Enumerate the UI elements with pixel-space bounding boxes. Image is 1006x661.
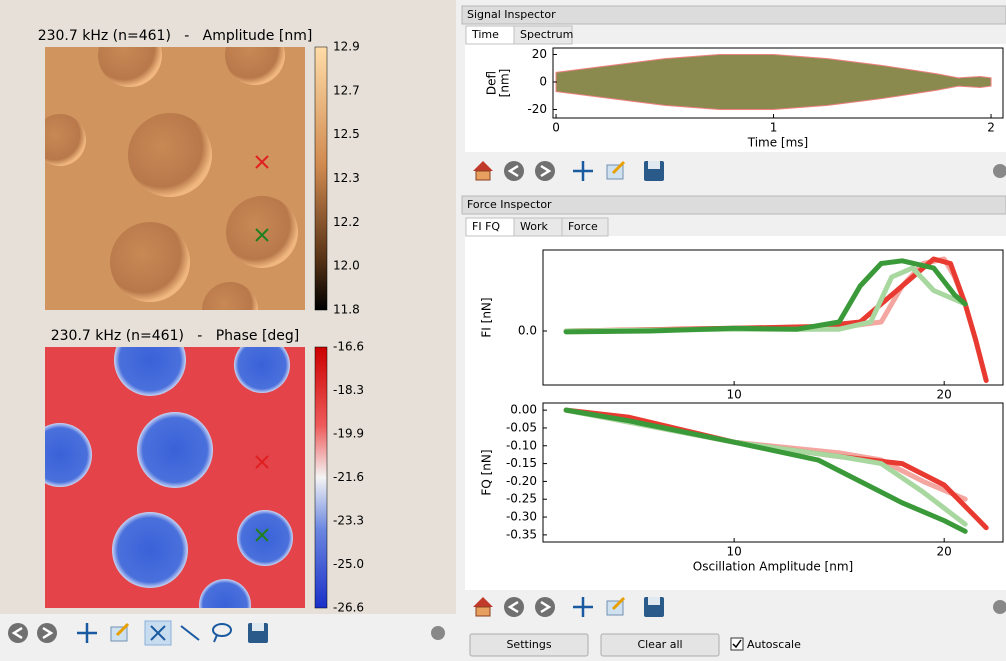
- colorbar-label: -26.6: [333, 601, 364, 615]
- autoscale-label: Autoscale: [747, 638, 801, 651]
- y-tick-label: -0.30: [506, 510, 537, 524]
- icon-shape: [535, 161, 555, 181]
- icon-shape: [37, 623, 57, 643]
- colorbar-label: -16.6: [333, 340, 364, 354]
- x-tick-label: 10: [727, 388, 742, 402]
- phase-title: 230.7 kHz (n=461) - Phase [deg]: [51, 328, 300, 344]
- clear-all-button[interactable]: Clear all: [601, 634, 719, 656]
- icon-shape: [535, 597, 555, 617]
- amplitude-image: [34, 23, 305, 338]
- colorbar-label: -25.0: [333, 557, 364, 571]
- colorbar-label: 12.3: [333, 171, 360, 185]
- settings-label: Settings: [506, 638, 551, 651]
- icon-shape: [504, 597, 524, 617]
- forward-tool[interactable]: [535, 161, 555, 181]
- y-tick-label: 20: [532, 47, 547, 61]
- y-tick-label: -0.20: [506, 474, 537, 488]
- plot-frame: [543, 403, 1003, 542]
- force-title: Force Inspector: [467, 198, 552, 211]
- y-tick-label: -0.10: [506, 438, 537, 452]
- clear-all-label: Clear all: [637, 638, 682, 651]
- plot: 10 20 0.0 FI [nN]: [480, 250, 1004, 402]
- tab-label[interactable]: Time: [471, 28, 499, 41]
- save-tool[interactable]: [644, 161, 664, 181]
- settings-button[interactable]: Settings: [470, 634, 588, 656]
- icon-shape: [252, 623, 264, 631]
- colorbar-label: 12.7: [333, 83, 360, 97]
- signal-title: Signal Inspector: [467, 8, 556, 21]
- y-tick-label: -0.05: [506, 420, 537, 434]
- x-axis-label: Time [ms]: [747, 136, 809, 150]
- amplitude-title: 230.7 kHz (n=461) - Amplitude [nm]: [38, 28, 313, 44]
- icon-shape: [431, 626, 445, 640]
- icon-shape: [648, 161, 660, 169]
- y-tick-label: -0.25: [506, 492, 537, 506]
- icon-shape: [8, 623, 28, 643]
- colorbar-label: 12.0: [333, 259, 360, 273]
- x-tick-label: 0: [552, 121, 560, 135]
- icon-shape: [476, 171, 490, 180]
- x-tick-label: 20: [937, 388, 952, 402]
- y-axis-label: [nm]: [498, 69, 512, 98]
- phase-colorbar: [315, 347, 327, 608]
- back-tool[interactable]: [504, 597, 524, 617]
- y-axis-label: Defl: [485, 71, 499, 95]
- cross-tool[interactable]: [145, 621, 171, 645]
- y-axis-label: FI [nN]: [480, 297, 494, 337]
- x-tick-label: 10: [727, 545, 742, 559]
- tab-label[interactable]: Work: [520, 220, 548, 233]
- x-tick-label: 20: [937, 545, 952, 559]
- phase-image: [28, 324, 305, 631]
- forward-tool[interactable]: [535, 597, 555, 617]
- y-tick-label: 0.0: [518, 324, 537, 338]
- save-tool[interactable]: [644, 597, 664, 617]
- y-tick-label: 0: [539, 74, 547, 88]
- colorbar-label: -18.3: [333, 383, 364, 397]
- forward-tool[interactable]: [37, 623, 57, 643]
- y-tick-label: -0.35: [506, 527, 537, 541]
- y-tick-label: 0.00: [510, 403, 537, 417]
- amplitude-colorbar: [315, 47, 327, 310]
- edit-tool[interactable]: [607, 162, 624, 179]
- tab-label[interactable]: Force: [568, 220, 598, 233]
- x-axis-label: Oscillation Amplitude [nm]: [693, 560, 853, 574]
- colorbar-label: 12.9: [333, 40, 360, 54]
- colorbar-label: -19.9: [333, 427, 364, 441]
- colorbar-label: 11.8: [333, 303, 360, 317]
- edit-tool[interactable]: [111, 624, 128, 641]
- x-tick-label: 2: [987, 121, 995, 135]
- icon-shape: [504, 161, 524, 181]
- colorbar-label: 12.5: [333, 127, 360, 141]
- tab-label[interactable]: FI FQ: [472, 220, 500, 233]
- colorbar-label: 12.2: [333, 215, 360, 229]
- screen: 230.7 kHz (n=461) - Amplitude [nm] 230.7…: [0, 0, 1006, 661]
- icon-shape: [648, 597, 660, 605]
- colorbar-label: -21.6: [333, 470, 364, 484]
- save-tool[interactable]: [248, 623, 268, 643]
- colorbar-label: -23.3: [333, 514, 364, 528]
- tab-label[interactable]: Spectrum: [520, 28, 573, 41]
- x-tick-label: 1: [770, 121, 778, 135]
- back-tool[interactable]: [8, 623, 28, 643]
- edit-tool[interactable]: [607, 598, 624, 615]
- y-tick-label: -0.15: [506, 456, 537, 470]
- help-tool[interactable]: [431, 626, 445, 640]
- autoscale-checkbox[interactable]: Autoscale: [731, 638, 801, 651]
- back-tool[interactable]: [504, 161, 524, 181]
- y-axis-label: FQ [nN]: [480, 449, 494, 495]
- icon-shape: [476, 607, 490, 616]
- y-tick-label: -20: [527, 102, 547, 116]
